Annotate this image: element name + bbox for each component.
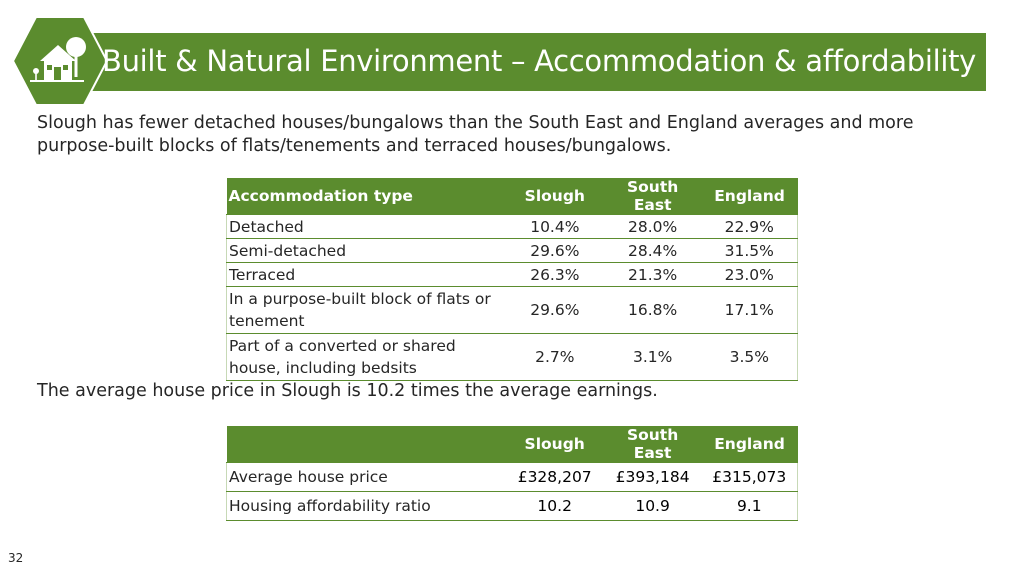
- column-header: South East: [603, 178, 702, 215]
- cell-value: 23.0%: [701, 262, 798, 287]
- column-header: [226, 426, 506, 463]
- table-row: Housing affordability ratio 10.2 10.9 9.…: [225, 491, 798, 521]
- cell-value: 10.2: [505, 491, 604, 521]
- row-label: Semi-detached: [225, 238, 506, 263]
- table-row: In a purpose-built block of flats or ten…: [225, 286, 798, 334]
- table-row: Detached 10.4% 28.0% 22.9%: [225, 214, 798, 239]
- table-row: Part of a converted or shared house, inc…: [225, 333, 798, 381]
- cell-value: 3.1%: [603, 333, 702, 381]
- cell-value: £393,184: [603, 462, 702, 492]
- accommodation-table: Accommodation type Slough South East Eng…: [225, 178, 798, 381]
- cell-value: 29.6%: [505, 286, 604, 334]
- column-header: Slough: [505, 178, 604, 215]
- cell-value: 29.6%: [505, 238, 604, 263]
- house-tree-icon: [12, 16, 108, 106]
- table-header-row: Accommodation type Slough South East Eng…: [226, 178, 798, 215]
- table-header-row: Slough South East England: [226, 426, 798, 463]
- row-label: Detached: [225, 214, 506, 239]
- cell-value: 31.5%: [701, 238, 798, 263]
- cell-value: 16.8%: [603, 286, 702, 334]
- row-label: Part of a converted or shared house, inc…: [225, 333, 506, 381]
- page-title: Built & Natural Environment – Accommodat…: [102, 44, 977, 78]
- cell-value: 28.0%: [603, 214, 702, 239]
- column-header: England: [701, 426, 798, 463]
- table-row: Semi-detached 29.6% 28.4% 31.5%: [225, 238, 798, 263]
- intro-paragraph: Slough has fewer detached houses/bungalo…: [37, 113, 914, 156]
- column-header: Slough: [505, 426, 604, 463]
- cell-value: 21.3%: [603, 262, 702, 287]
- row-label: Terraced: [225, 262, 506, 287]
- row-label: In a purpose-built block of flats or ten…: [225, 286, 506, 334]
- table-row: Average house price £328,207 £393,184 £3…: [225, 462, 798, 492]
- cell-value: 22.9%: [701, 214, 798, 239]
- cell-value: 10.9: [603, 491, 702, 521]
- page-number: 32: [8, 551, 24, 565]
- cell-value: 3.5%: [701, 333, 798, 381]
- house-price-table: Slough South East England Average house …: [225, 426, 798, 521]
- row-label: Average house price: [225, 462, 506, 492]
- cell-value: 26.3%: [505, 262, 604, 287]
- cell-value: 10.4%: [505, 214, 604, 239]
- price-summary-text: The average house price in Slough is 10.…: [37, 381, 658, 401]
- cell-value: £315,073: [701, 462, 798, 492]
- column-header: England: [701, 178, 798, 215]
- cell-value: £328,207: [505, 462, 604, 492]
- title-bar: [60, 33, 986, 91]
- table-row: Terraced 26.3% 21.3% 23.0%: [225, 262, 798, 287]
- cell-value: 2.7%: [505, 333, 604, 381]
- cell-value: 9.1: [701, 491, 798, 521]
- column-header: South East: [603, 426, 702, 463]
- cell-value: 17.1%: [701, 286, 798, 334]
- row-label: Housing affordability ratio: [225, 491, 506, 521]
- cell-value: 28.4%: [603, 238, 702, 263]
- column-header: Accommodation type: [226, 178, 506, 215]
